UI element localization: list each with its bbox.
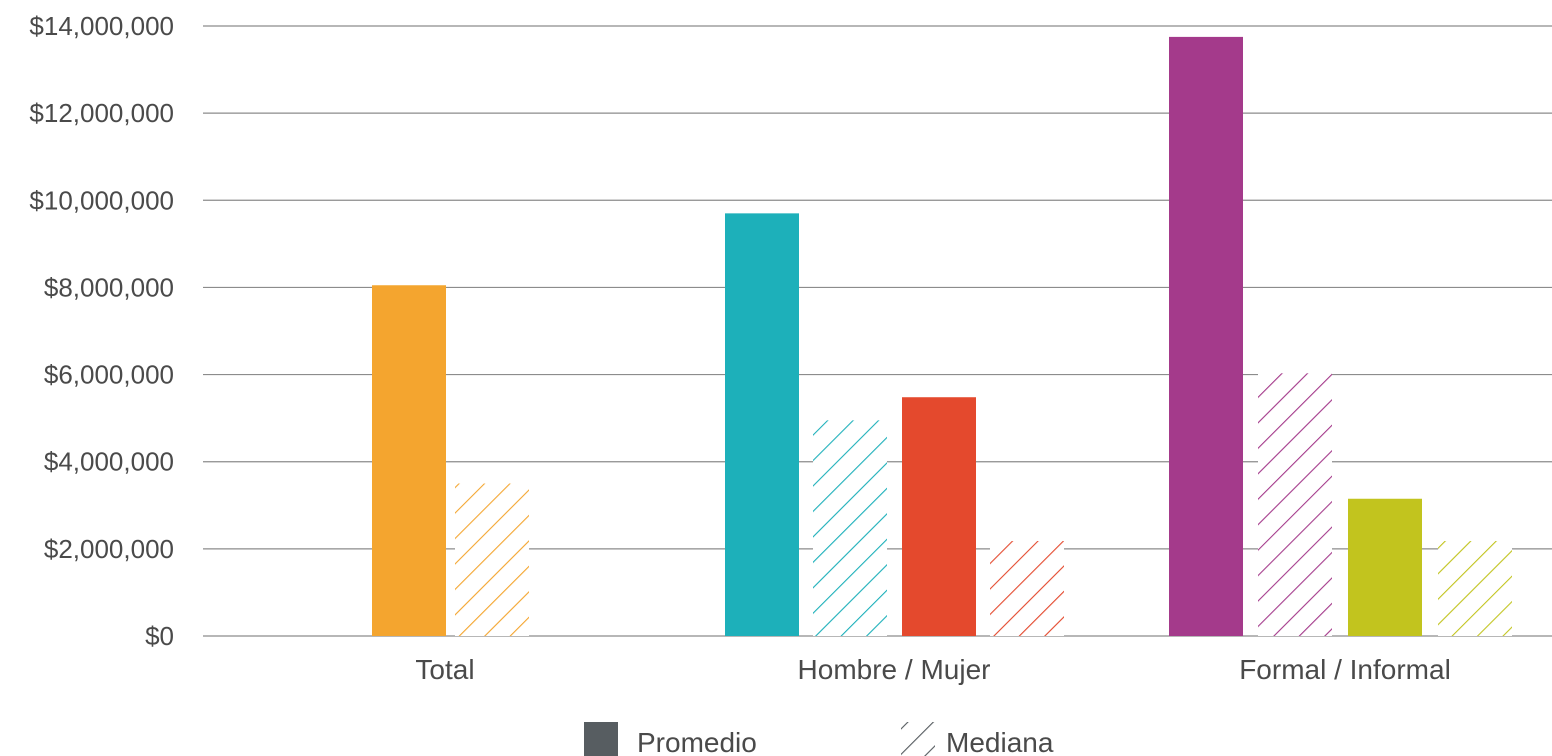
y-tick-label: $14,000,000 xyxy=(29,11,174,41)
bar-formal-informal-1 xyxy=(1258,373,1332,636)
y-axis-tick-labels: $0 $2,000,000 $4,000,000 $6,000,000 $8,000,0… xyxy=(29,11,174,651)
category-label: Hombre / Mujer xyxy=(798,654,991,685)
bar-hombre-mujer-1 xyxy=(813,420,887,636)
category-label: Formal / Informal xyxy=(1239,654,1451,685)
bar-hombre-mujer-2 xyxy=(902,397,976,636)
y-tick-label: $8,000,000 xyxy=(44,272,174,302)
bar-total-1 xyxy=(455,483,529,636)
y-tick-label: $4,000,000 xyxy=(44,447,174,477)
legend-label-mediana: Mediana xyxy=(946,727,1054,756)
legend-swatch-mediana xyxy=(901,722,935,756)
y-tick-label: $12,000,000 xyxy=(29,98,174,128)
y-tick-label: $6,000,000 xyxy=(44,360,174,390)
category-labels: Total Hombre / Mujer Formal / Informal xyxy=(415,654,1450,685)
bar-hombre-mujer-0 xyxy=(725,213,799,636)
category-label: Total xyxy=(415,654,474,685)
bar-total-0 xyxy=(372,285,446,636)
legend: Promedio Mediana xyxy=(584,722,1054,756)
legend-swatch-promedio xyxy=(584,722,618,756)
legend-label-promedio: Promedio xyxy=(637,727,757,756)
bar-formal-informal-3 xyxy=(1438,541,1512,636)
bar-formal-informal-2 xyxy=(1348,498,1422,636)
y-tick-label: $10,000,000 xyxy=(29,185,174,215)
y-tick-label: $0 xyxy=(145,621,174,651)
y-tick-label: $2,000,000 xyxy=(44,534,174,564)
bar-hombre-mujer-3 xyxy=(990,541,1064,636)
bar-formal-informal-0 xyxy=(1169,36,1243,636)
bars xyxy=(372,36,1512,636)
